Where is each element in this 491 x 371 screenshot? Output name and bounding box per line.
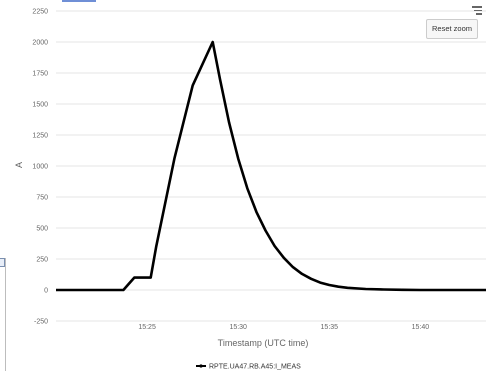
y-tick-label: 2000: [32, 40, 48, 47]
x-tick-label: 15:25: [138, 324, 156, 331]
y-tick-label: 1750: [32, 71, 48, 78]
x-axis-title: Timestamp (UTC time): [218, 338, 309, 348]
top-accent-bar: [62, 0, 96, 2]
left-panel-toggle[interactable]: [0, 258, 5, 267]
y-tick-label: 2250: [32, 9, 48, 16]
x-tick-label: 15:30: [229, 324, 247, 331]
legend[interactable]: RPTE.UA47.RB.A45:I_MEAS: [196, 364, 301, 371]
y-axis-ticks: -250 0 250 500 750 1000 1250 1500 1750 2000 2250: [32, 9, 48, 326]
y-tick-label: 250: [36, 257, 48, 264]
x-tick-label: 15:40: [412, 324, 430, 331]
y-tick-label: -250: [34, 319, 48, 326]
left-panel-edge: [0, 258, 6, 371]
legend-marker: [199, 364, 203, 368]
y-axis-title: A: [14, 162, 24, 168]
x-tick-label: 15:35: [321, 324, 339, 331]
legend-label: RPTE.UA47.RB.A45:I_MEAS: [209, 364, 301, 371]
reset-zoom-button[interactable]: Reset zoom: [426, 19, 478, 39]
hamburger-menu-icon[interactable]: [472, 6, 482, 15]
y-tick-label: 1000: [32, 164, 48, 171]
x-axis-ticks: 15:25 15:30 15:35 15:40: [138, 324, 429, 331]
y-tick-label: 500: [36, 226, 48, 233]
y-tick-label: 0: [44, 288, 48, 295]
grid: [56, 10, 486, 322]
series-line: [56, 40, 486, 292]
y-tick-label: 1250: [32, 133, 48, 140]
y-tick-label: 1500: [32, 102, 48, 109]
y-tick-label: 750: [36, 195, 48, 202]
